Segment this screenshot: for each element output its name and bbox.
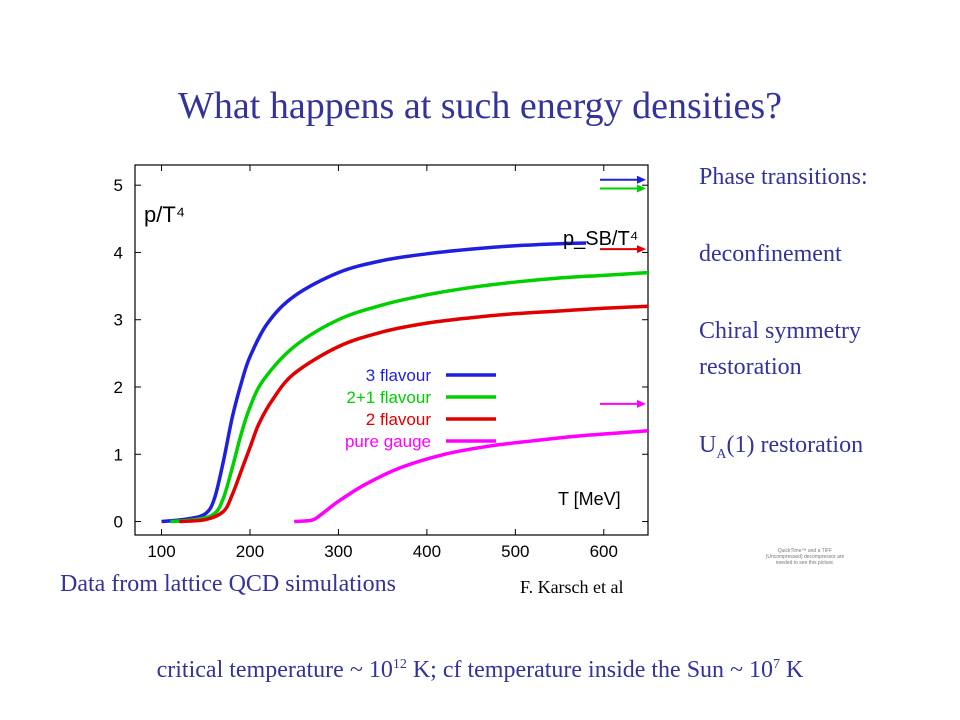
y-tick-label-0: 0 bbox=[114, 513, 123, 532]
x-tick-label-300: 300 bbox=[324, 542, 352, 561]
sb-arrowhead-2 bbox=[637, 245, 646, 254]
series-line-2 bbox=[179, 304, 649, 524]
sb-limit-label: p_SB/T⁴ bbox=[563, 228, 638, 250]
ua-main: U bbox=[699, 432, 717, 458]
restoration-label: restoration bbox=[699, 354, 802, 380]
credit-text: F. Karsch et al bbox=[520, 577, 624, 597]
chart-legend: 3 flavour 2+1 flavour 2 flavour pure gauge bbox=[345, 366, 496, 451]
y-tick-label-3: 3 bbox=[114, 311, 123, 330]
sb-limit-arrows bbox=[600, 175, 646, 408]
bottom-exp1: 12 bbox=[392, 657, 407, 672]
x-tick-label-200: 200 bbox=[236, 542, 264, 561]
chart-svg: 100 200 300 400 500 600 0 1 2 3 4 5 3 flavour 2+1 fl… bbox=[114, 164, 649, 561]
bottom-part2: K; cf temperature inside the Sun ~ 10 bbox=[406, 657, 774, 683]
chart-axes: 100 200 300 400 500 600 0 1 2 3 4 5 bbox=[114, 164, 649, 561]
ua-subscript: A bbox=[716, 446, 727, 462]
sb-arrowhead-1 bbox=[637, 184, 646, 193]
data-caption: Data from lattice QCD simulations bbox=[60, 571, 396, 597]
legend-label-1: 2+1 flavour bbox=[346, 388, 431, 407]
legend-label-2: 2 flavour bbox=[366, 410, 432, 429]
x-axis-label: T [MeV] bbox=[558, 489, 621, 509]
legend-label-3: pure gauge bbox=[345, 432, 431, 451]
chart-labels: p/T⁴ p_SB/T⁴ T [MeV] bbox=[144, 202, 638, 509]
chiral-symmetry-label: Chiral symmetry bbox=[699, 318, 861, 344]
x-tick-label-100: 100 bbox=[147, 542, 175, 561]
ua-rest: (1) restoration bbox=[726, 432, 864, 458]
bottom-part3: K bbox=[780, 657, 804, 683]
critical-temperature-text: critical temperature ~ 1012 K; cf temper… bbox=[0, 657, 960, 684]
series-line-1 bbox=[170, 270, 649, 524]
phase-transitions-label: Phase transitions: bbox=[699, 164, 868, 190]
series-line-3 bbox=[294, 428, 649, 524]
y-tick-label-4: 4 bbox=[114, 243, 123, 262]
y-tick-label-1: 1 bbox=[114, 445, 123, 464]
deconfinement-label: deconfinement bbox=[699, 241, 842, 267]
pressure-chart: 100 200 300 400 500 600 0 1 2 3 4 5 3 flavour 2+1 fl… bbox=[88, 150, 688, 570]
sb-arrowhead-3 bbox=[637, 399, 646, 408]
legend-label-0: 3 flavour bbox=[366, 366, 432, 385]
y-tick-label-5: 5 bbox=[114, 176, 123, 195]
y-axis-label: p/T⁴ bbox=[144, 202, 185, 227]
y-tick-label-2: 2 bbox=[114, 378, 123, 397]
plot-frame bbox=[134, 164, 649, 536]
quicktime-placeholder: QuickTime™ and a TIFF (Uncompressed) dec… bbox=[765, 548, 845, 566]
series-line-0 bbox=[161, 241, 587, 524]
slide-title: What happens at such energy densities? bbox=[178, 85, 782, 127]
ua1-restoration-label: UA(1) restoration bbox=[699, 430, 863, 470]
bottom-exp2: 7 bbox=[773, 657, 781, 672]
x-tick-label-600: 600 bbox=[590, 542, 618, 561]
sb-arrowhead-0 bbox=[637, 175, 646, 184]
chart-curves bbox=[161, 241, 649, 524]
x-tick-label-400: 400 bbox=[413, 542, 441, 561]
bottom-part1: critical temperature ~ 10 bbox=[156, 657, 393, 683]
x-tick-label-500: 500 bbox=[501, 542, 529, 561]
